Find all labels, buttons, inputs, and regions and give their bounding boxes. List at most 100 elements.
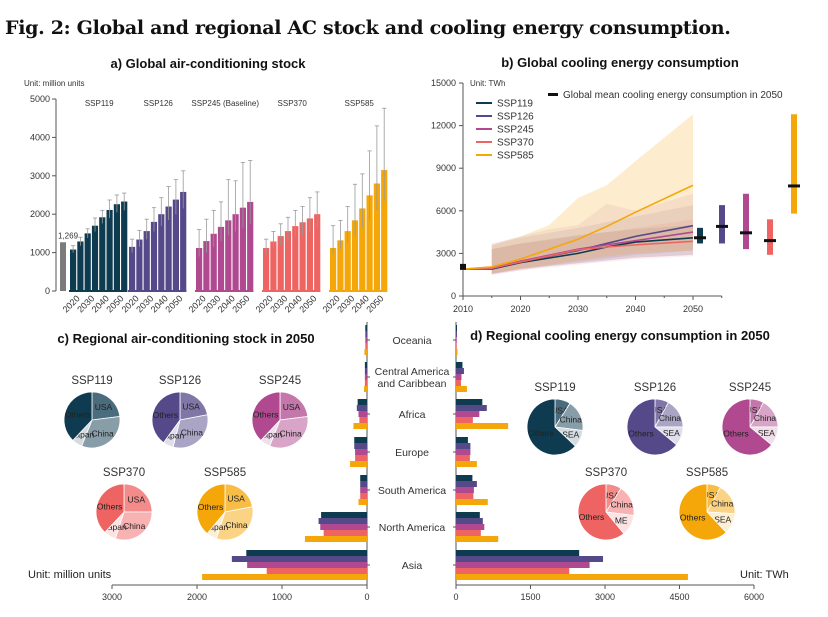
region-label: Oceania [392, 335, 431, 347]
bar [364, 380, 367, 386]
pie-slice [172, 414, 209, 449]
bar [456, 550, 580, 556]
pie-slice-label: USA [95, 402, 113, 412]
bar [456, 374, 462, 380]
bar [354, 437, 367, 443]
series-label: SSP585 [345, 99, 375, 108]
pie-title: SSP126 [634, 382, 676, 394]
pie-slice-label: USA [128, 495, 146, 505]
pie-slice-label: Others [579, 512, 605, 522]
bar [456, 417, 473, 423]
bar [456, 574, 688, 580]
y-tick-label: 4000 [30, 132, 50, 142]
pie-slice [269, 416, 309, 449]
bar [358, 499, 367, 505]
range-bar-2050 [791, 114, 797, 214]
bar [456, 493, 474, 499]
bar [456, 362, 463, 368]
x-tick-label: 1500 [520, 592, 540, 602]
unit-label: Unit: million units [24, 79, 84, 88]
region-label-line: Central America [375, 366, 450, 378]
x-tick-label: 2010 [453, 304, 473, 314]
bar [381, 170, 388, 291]
bar [360, 481, 367, 487]
y-tick-label: 0 [451, 291, 456, 301]
mean-marker-2050 [764, 239, 776, 243]
bar [217, 226, 225, 291]
historic-bar [60, 242, 66, 291]
legend-label: SSP119 [497, 99, 533, 110]
region-label: North America [379, 522, 446, 534]
bar [456, 530, 481, 536]
pie-slice [114, 511, 153, 541]
pie-slice-label: Others [198, 502, 224, 512]
panel-a-stock: a) Global air-conditioning stock Unit: mi… [24, 56, 388, 315]
pie-slice-label: SEA [663, 428, 680, 438]
bar [77, 241, 84, 291]
bar [202, 574, 367, 580]
bar [365, 331, 367, 337]
uncertainty-band-SSP245 [491, 193, 693, 275]
bar [456, 518, 483, 524]
bar [356, 405, 367, 411]
bar [365, 337, 367, 343]
uncertainty-band-SSP585 [491, 114, 693, 274]
pie-slice-label: China [92, 429, 114, 439]
bar [456, 481, 477, 487]
bar [354, 443, 367, 449]
region-label-line: Africa [399, 409, 426, 421]
bar [456, 499, 488, 505]
pie-title: SSP245 [729, 382, 771, 394]
bar [344, 231, 351, 291]
bar [456, 475, 473, 481]
bar [357, 399, 367, 405]
unit-label: Unit: million units [28, 569, 112, 581]
legend-label: SSP245 [497, 125, 534, 136]
y-tick-label: 15000 [431, 78, 456, 88]
pie-slice [123, 483, 153, 513]
pie-title: SSP585 [204, 467, 246, 479]
bar [225, 220, 232, 291]
pie-slice [526, 398, 576, 456]
y-tick-label: 3000 [30, 171, 50, 181]
pie-slice-label: China [560, 415, 582, 425]
panel-a-title: a) Global air-conditioning stock [110, 56, 306, 71]
x-tick-label: 2020 [510, 304, 530, 314]
bar [143, 231, 150, 291]
pie-title: SSP119 [71, 375, 112, 387]
region-label-line: South America [378, 485, 446, 497]
series-label: SSP370 [278, 99, 308, 108]
pie-slice-label: USA [283, 402, 301, 412]
panel-d-regional-energy: 0 1500 3000 4500 6000 Unit: TWh d) Regional co… [453, 322, 789, 602]
panel-b-title: b) Global cooling energy consumption [501, 55, 739, 70]
bar [359, 417, 367, 423]
bar [106, 209, 113, 291]
bar [91, 225, 99, 291]
pie-slice-label: Japan [259, 430, 282, 440]
x-tick-label: 1000 [272, 592, 292, 602]
bar [456, 455, 470, 461]
bar [210, 233, 217, 291]
y-tick-label: 12000 [431, 121, 456, 131]
panel-c-title: c) Regional air-conditioning stock in 20… [57, 331, 314, 346]
pie-slice [81, 416, 121, 449]
bar [456, 349, 458, 355]
bar [180, 191, 187, 291]
pie-slice-label: Japan [161, 431, 184, 441]
bar [365, 325, 367, 331]
bar [456, 536, 499, 542]
bar [246, 550, 367, 556]
pie-slice [95, 483, 125, 533]
y-tick-label: 3000 [436, 248, 456, 258]
bar [456, 437, 468, 443]
bar [196, 247, 203, 291]
bar [239, 207, 246, 291]
pie-slice-label: Others [528, 428, 554, 438]
pie-slice [63, 391, 93, 441]
bar [113, 204, 120, 291]
pie-slice-label: USA [182, 402, 200, 412]
pie-slice-label: China [659, 413, 681, 423]
